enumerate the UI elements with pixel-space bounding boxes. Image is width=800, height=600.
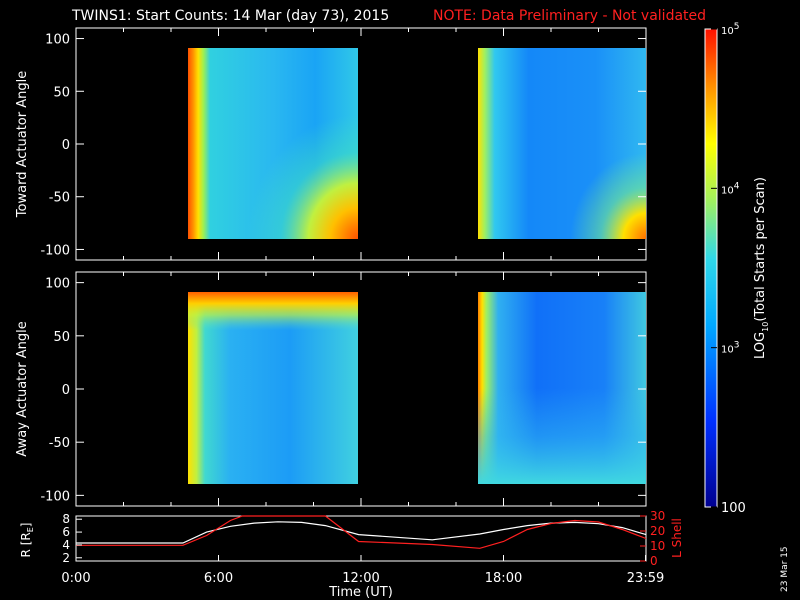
panel-away: 100 50 0 -50 -100 Away Actuator Angle [15, 271, 647, 507]
ytick-label-4: -100 [40, 243, 70, 258]
l-tick-label-1: 10 [650, 539, 665, 553]
away-ylabel: Away Actuator Angle [15, 321, 30, 456]
r-tick-label-0: 2 [62, 551, 70, 565]
lshell-line [76, 515, 647, 549]
time-tick-label-3: 18:00 [485, 571, 522, 586]
colorbar-scale [704, 28, 718, 508]
r-tick-label-3: 8 [62, 512, 70, 526]
panel-orbit-xticks: 0:00 6:00 12:00 18:00 23:59 [61, 555, 664, 586]
toward-ylabel: Toward Actuator Angle [15, 71, 30, 218]
time-tick-label-0: 0:00 [61, 571, 90, 586]
ytick-label-0: 100 [45, 277, 70, 292]
r-tick-label-2: 6 [62, 525, 70, 539]
ytick-label-1: 50 [53, 330, 70, 345]
ytick-label-0: 100 [45, 33, 70, 48]
time-tick-label-1: 6:00 [204, 571, 233, 586]
ytick-label-4: -100 [40, 489, 70, 504]
l-tick-label-0: 0 [650, 554, 658, 568]
time-tick-label-2: 12:00 [342, 571, 379, 586]
orbit-xlabel: Time (UT) [328, 585, 393, 600]
ytick-label-3: -50 [49, 436, 70, 451]
chart-note: NOTE: Data Preliminary - Not validated [433, 8, 706, 24]
ytick-label-1: 50 [53, 85, 70, 100]
ytick-label-3: -50 [49, 191, 70, 206]
time-tick-label-4: 23:59 [627, 571, 664, 586]
panel-toward-yticks: 100 50 0 -50 -100 [40, 28, 647, 260]
panel-orbit-lines [76, 515, 647, 549]
cb-tick-label-2: 103 [721, 341, 739, 356]
colorbar-ticks: 105 104 103 100 [711, 22, 746, 516]
colorbar: 105 104 103 100 LOG10(Total Starts per Scan… [704, 22, 770, 516]
cb-tick-label-3: 100 [721, 501, 746, 516]
panel-away-yticks: 100 50 0 -50 -100 [40, 272, 647, 506]
panel-toward: 100 50 0 -50 -100 Toward Actuator Angle [15, 27, 647, 261]
orbit-ylabel-left: R [RE] [19, 523, 35, 558]
orbit-ylabel-right: L Shell [670, 518, 684, 558]
side-date: 23 Mar 15 [780, 546, 790, 592]
chart-title: TWINS1: Start Counts: 14 Mar (day 73), 2… [71, 8, 389, 24]
r-tick-label-1: 4 [62, 538, 70, 552]
colorbar-label: LOG10(Total Starts per Scan) [753, 177, 770, 359]
toward-block-2-corner [478, 48, 646, 239]
panel-orbit-frame [75, 515, 647, 562]
l-tick-label-3: 30 [650, 509, 665, 523]
cb-tick-label-1: 104 [721, 181, 740, 196]
panel-toward-data [188, 48, 646, 239]
r-distance-line [76, 521, 647, 544]
away-block-1-top [188, 292, 358, 484]
cb-tick-label-0: 105 [721, 22, 739, 37]
l-tick-label-2: 20 [650, 524, 665, 538]
ytick-label-2: 0 [62, 383, 70, 398]
ytick-label-2: 0 [62, 138, 70, 153]
away-block-2-bottom [478, 292, 646, 484]
panel-away-data [188, 292, 646, 484]
toward-block-1-corner [188, 48, 358, 239]
